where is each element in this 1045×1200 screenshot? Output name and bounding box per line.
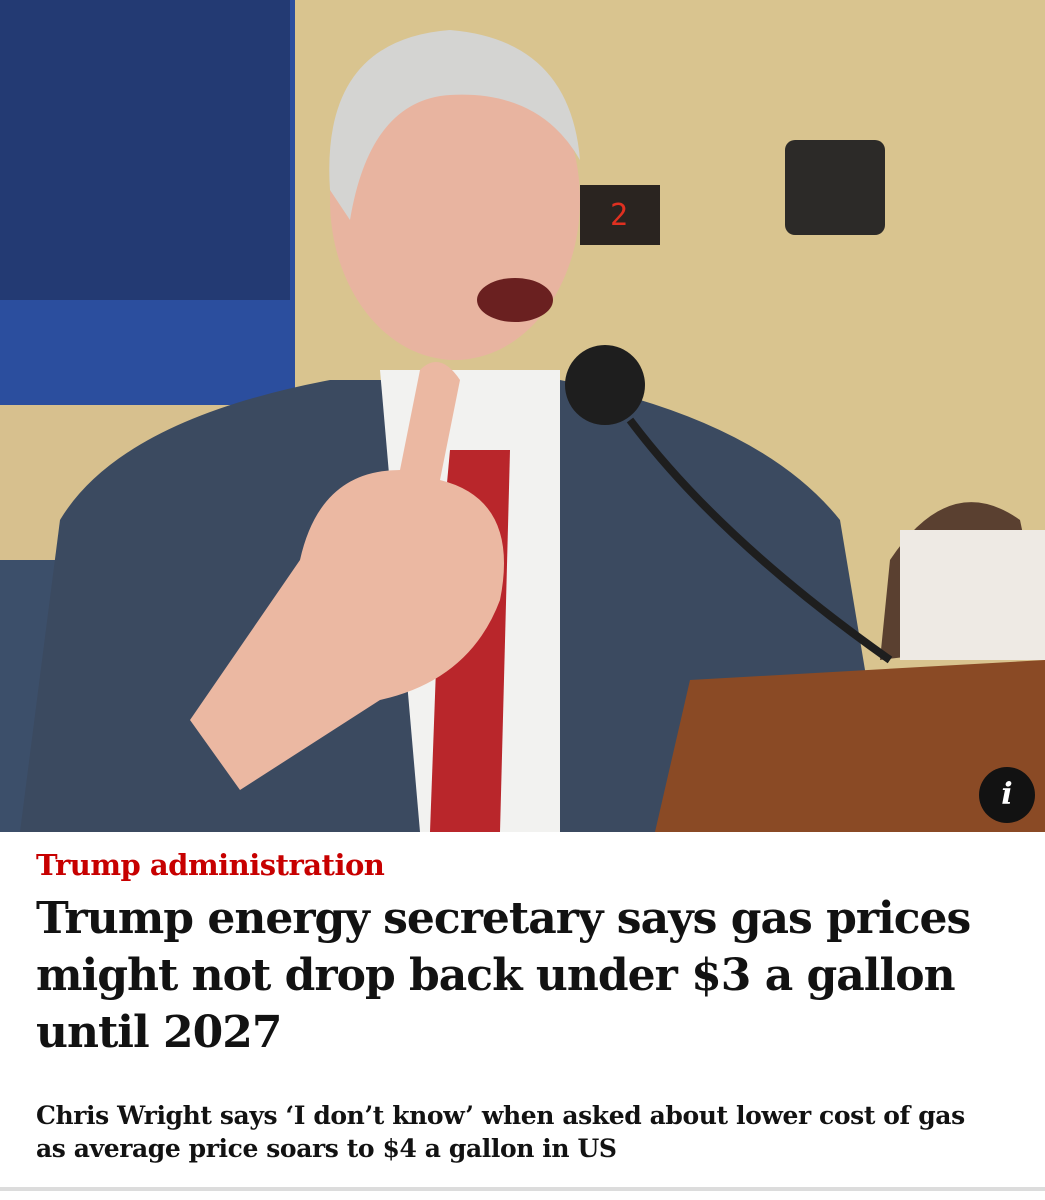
kicker[interactable]: Trump administration <box>36 848 385 882</box>
headline[interactable]: Trump energy secretary says gas prices m… <box>36 893 971 1058</box>
divider <box>0 1187 1045 1191</box>
article-text: Trump administration Trump energy secret… <box>36 846 1016 1165</box>
standfirst: Chris Wright says ‘I don’t know’ when as… <box>36 1101 965 1163</box>
article-photo: 2 <box>0 0 1045 832</box>
info-button[interactable]: i <box>979 767 1035 823</box>
svg-text:2: 2 <box>610 198 628 233</box>
